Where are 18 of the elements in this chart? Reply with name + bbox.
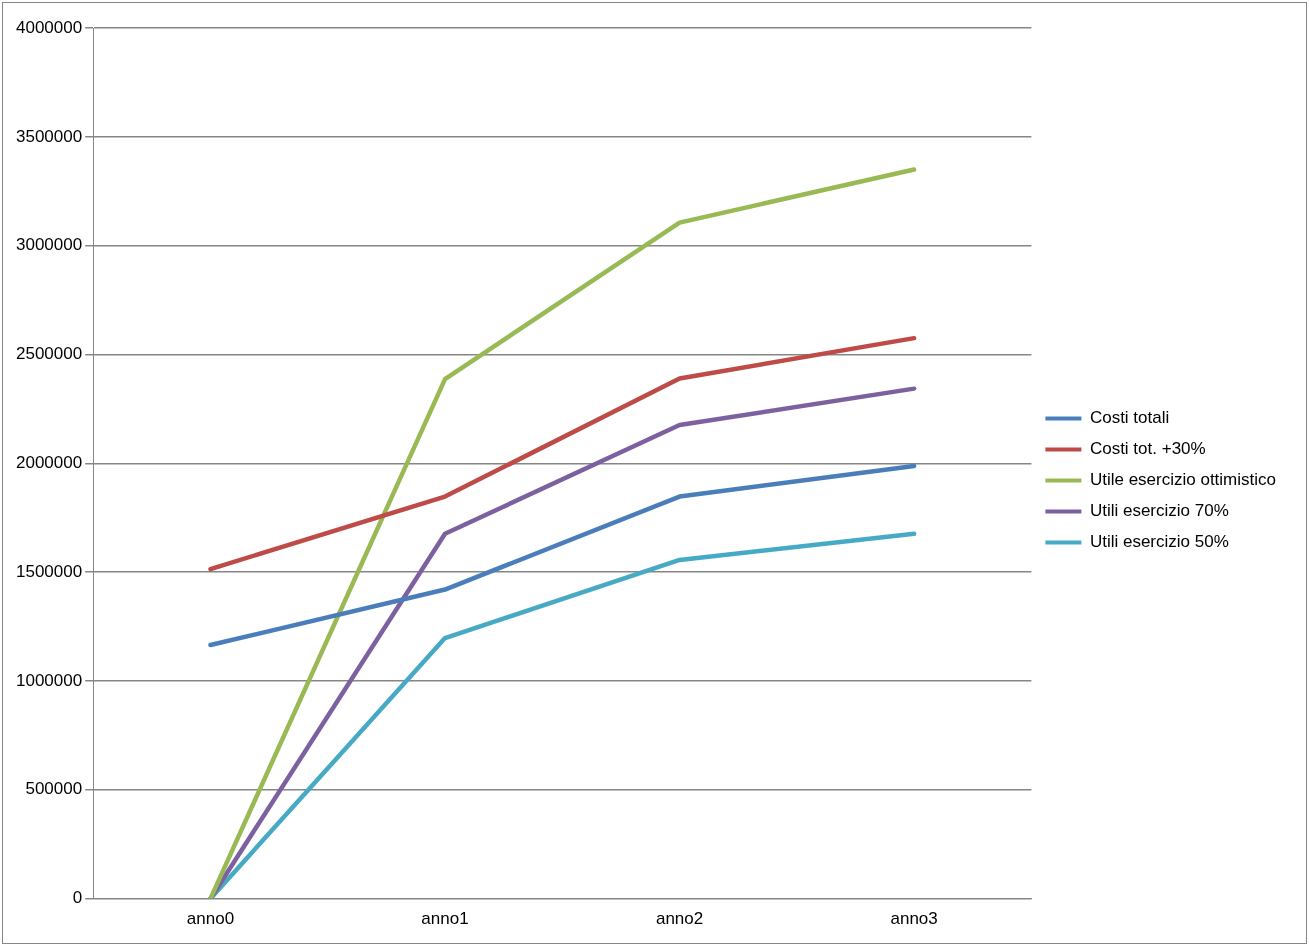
x-tick-label: anno2: [655, 909, 704, 929]
legend-label: Costi tot. +30%: [1089, 439, 1206, 459]
y-tick-label: 0: [72, 888, 83, 908]
y-tick-label: 2000000: [15, 452, 83, 472]
x-tick-label: anno3: [890, 909, 938, 929]
y-tick-label: 3000000: [15, 235, 83, 255]
x-tick-label: anno1: [421, 909, 469, 929]
y-tick-label: 1500000: [15, 561, 83, 581]
y-tick-label: 4000000: [15, 17, 83, 37]
legend-label: Utile esercizio ottimistico: [1089, 470, 1277, 490]
x-tick-label: anno0: [186, 909, 235, 929]
y-tick-label: 2500000: [15, 344, 83, 364]
y-tick-label: 500000: [25, 779, 83, 799]
y-tick-label: 1000000: [15, 670, 83, 690]
legend-label: Utili esercizio 70%: [1089, 501, 1229, 521]
y-tick-label: 3500000: [15, 126, 83, 146]
legend-label: Costi totali: [1089, 408, 1170, 428]
legend-label: Utili esercizio 50%: [1089, 532, 1229, 552]
